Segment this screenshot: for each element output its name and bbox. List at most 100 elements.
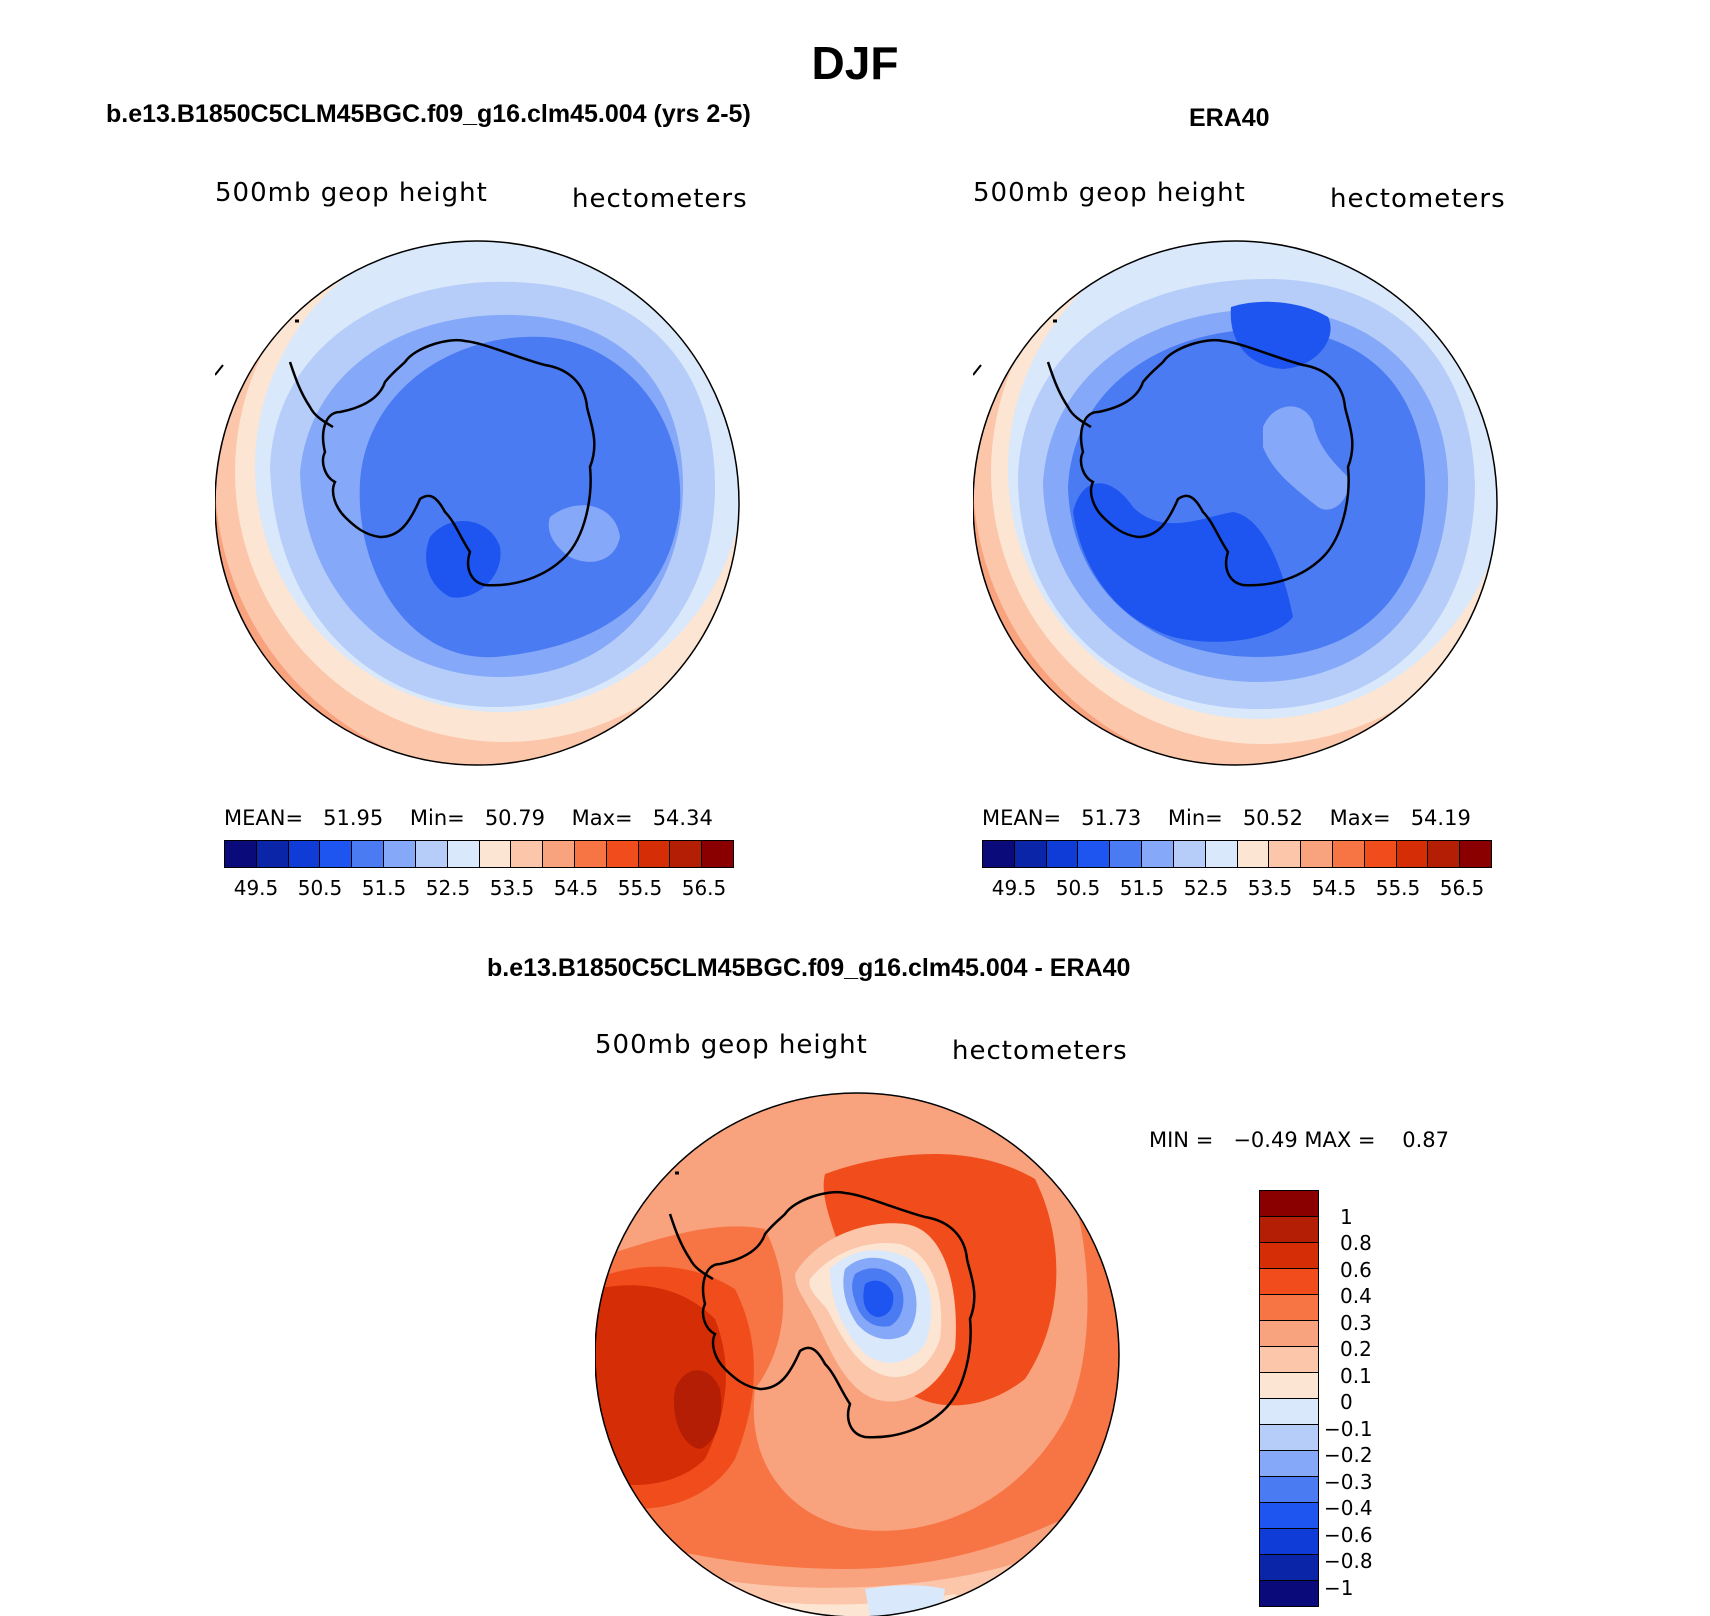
model-colorbar-swatch [447, 841, 480, 867]
model-colorbar-tick: 49.5 [233, 876, 279, 900]
diff-antarctica-coastline [701, 1190, 976, 1439]
diff-colorbar-tick: 1 [1340, 1204, 1353, 1229]
diff-colorbar-swatch [1260, 1321, 1318, 1347]
model-min-value: 50.79 [484, 806, 545, 830]
model-stats: MEAN= 51.95 Min= 50.79 Max= 54.34 [224, 806, 713, 830]
diff-colorbar-swatch [1260, 1477, 1318, 1503]
obs-colorbar-swatch [1078, 841, 1111, 867]
obs-variable-label: 500mb geop height [973, 178, 1246, 208]
model-colorbar-swatch [606, 841, 639, 867]
diff-units-label: hectometers [952, 1036, 1128, 1066]
diff-colorbar [1259, 1190, 1319, 1607]
model-mean-value: 51.95 [323, 806, 384, 830]
model-contour-fill [215, 241, 739, 765]
obs-min-value: 50.52 [1242, 806, 1303, 830]
diff-colorbar-swatch [1260, 1269, 1318, 1295]
obs-contour-fill [973, 241, 1497, 765]
obs-colorbar-swatch [1110, 841, 1143, 867]
model-colorbar-ticks: 49.5 50.5 51.5 52.5 53.5 54.5 55.5 56.5 [224, 876, 736, 900]
diff-colorbar-swatch [1260, 1425, 1318, 1451]
obs-max-label: Max= [1329, 806, 1391, 830]
model-colorbar-swatch [638, 841, 671, 867]
diff-colorbar-tick: 0.2 [1340, 1337, 1372, 1361]
diff-colorbar-tick: 0.3 [1340, 1310, 1372, 1335]
obs-colorbar-tick: 51.5 [1119, 876, 1165, 900]
diff-colorbar-tick: −0.6 [1324, 1522, 1373, 1547]
obs-units-label: hectometers [1330, 184, 1506, 214]
model-colorbar-swatch [256, 841, 289, 867]
obs-max-value: 54.19 [1410, 806, 1471, 830]
obs-colorbar-swatch [1142, 841, 1174, 867]
model-peninsula-coastline [288, 361, 334, 429]
obs-colorbar-tick: 55.5 [1375, 876, 1421, 900]
obs-panel-title: ERA40 [1189, 104, 1270, 132]
obs-colorbar-swatch [1428, 841, 1461, 867]
model-map-boundary [215, 240, 740, 766]
obs-map-boundary [973, 240, 1498, 766]
diff-colorbar-ticks: 1 0.8 0.6 0.4 0.3 0.2 0.1 0 −0.1 −0.2 −0.3 −0.4 −0.6… [1324, 1190, 1410, 1610]
diff-colorbar-tick: 0.8 [1340, 1231, 1372, 1255]
diff-colorbar-tick: −0.1 [1324, 1416, 1373, 1441]
diff-stats: MIN = −0.49 MAX = 0.87 [1149, 1128, 1449, 1152]
model-colorbar-swatch [511, 841, 544, 867]
model-panel-title: b.e13.B1850C5CLM45BGC.f09_g16.clm45.004 … [106, 100, 751, 128]
diff-colorbar-swatch [1260, 1243, 1318, 1269]
figure-title: DJF [811, 37, 899, 89]
model-max-value: 54.34 [652, 806, 713, 830]
model-colorbar-swatch [479, 841, 512, 867]
model-colorbar-swatch [288, 841, 321, 867]
diff-colorbar-tick: −0.8 [1324, 1549, 1373, 1573]
model-colorbar-swatch [670, 841, 703, 867]
model-colorbar-swatch [384, 841, 416, 867]
diff-colorbar-swatch [1260, 1555, 1318, 1581]
diff-colorbar-tick: 0 [1340, 1390, 1353, 1414]
diff-max-value: 0.87 [1402, 1128, 1449, 1152]
diff-colorbar-tick: −0.4 [1324, 1496, 1373, 1520]
model-colorbar [224, 840, 734, 868]
model-variable-label: 500mb geop height [215, 178, 488, 208]
model-map [215, 240, 740, 766]
obs-colorbar-tick: 50.5 [1055, 876, 1101, 900]
model-units-label: hectometers [572, 184, 748, 214]
diff-peninsula-coastline [668, 1213, 714, 1281]
diff-colorbar-tick: 0.1 [1340, 1363, 1372, 1388]
model-colorbar-tick: 54.5 [553, 876, 599, 900]
diff-colorbar-swatch [1260, 1373, 1318, 1399]
obs-mean-value: 51.73 [1081, 806, 1142, 830]
diff-colorbar-swatch [1260, 1503, 1318, 1529]
model-colorbar-swatch [352, 841, 385, 867]
obs-colorbar-ticks: 49.5 50.5 51.5 52.5 53.5 54.5 55.5 56.5 [982, 876, 1494, 900]
obs-colorbar-swatch [1460, 841, 1491, 867]
model-mean-label: MEAN= [224, 806, 304, 830]
diff-colorbar-swatch [1260, 1347, 1318, 1373]
diff-colorbar-swatch [1260, 1217, 1318, 1243]
diff-colorbar-swatch [1260, 1529, 1318, 1555]
model-max-label: Max= [571, 806, 633, 830]
diff-colorbar-tick: −0.2 [1324, 1443, 1373, 1467]
diff-min-label: MIN = [1149, 1128, 1214, 1152]
obs-colorbar-swatch [1364, 841, 1397, 867]
diff-colorbar-swatch [1260, 1451, 1318, 1477]
obs-colorbar-swatch [1046, 841, 1079, 867]
diff-colorbar-swatch [1260, 1581, 1318, 1606]
obs-colorbar-tick: 52.5 [1183, 876, 1229, 900]
diff-colorbar-tick: 0.4 [1340, 1284, 1372, 1308]
diff-colorbar-swatch [1260, 1399, 1318, 1425]
model-colorbar-tick: 56.5 [681, 876, 727, 900]
diff-map [595, 1092, 1120, 1616]
obs-min-label: Min= [1167, 806, 1223, 830]
obs-mean-label: MEAN= [982, 806, 1062, 830]
model-colorbar-swatch [702, 841, 733, 867]
obs-colorbar-swatch [1237, 841, 1270, 867]
obs-colorbar-tick: 53.5 [1247, 876, 1293, 900]
diff-colorbar-tick: 0.6 [1340, 1257, 1372, 1282]
obs-colorbar [982, 840, 1492, 868]
obs-colorbar-swatch [983, 841, 1015, 867]
model-min-label: Min= [409, 806, 465, 830]
model-colorbar-swatch [225, 841, 257, 867]
obs-colorbar-swatch [1014, 841, 1047, 867]
diff-colorbar-tick: −1 [1324, 1575, 1354, 1600]
model-colorbar-tick: 55.5 [617, 876, 663, 900]
obs-colorbar-swatch [1301, 841, 1333, 867]
diff-max-label: MAX = [1304, 1128, 1376, 1152]
